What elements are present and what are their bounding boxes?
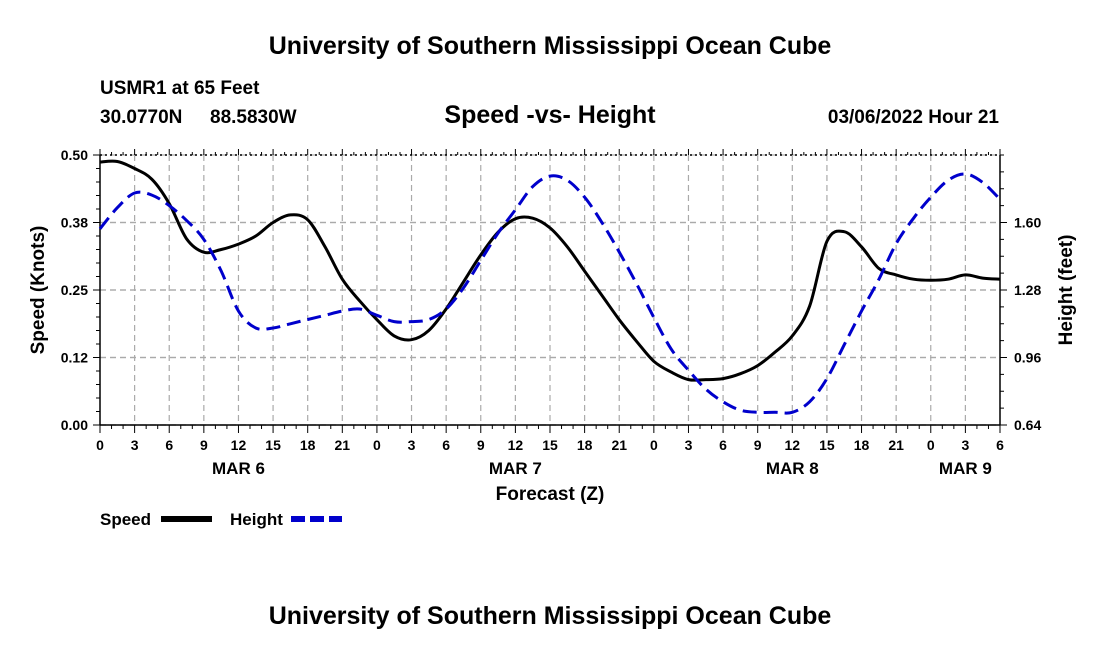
x-tick-label: 3 <box>408 437 416 453</box>
date-label: MAR 6 <box>212 459 265 478</box>
x-tick-label: 15 <box>542 437 558 453</box>
chart-subtitle: Speed -vs- Height <box>444 101 656 129</box>
x-tick-label: 9 <box>200 437 208 453</box>
date-label: MAR 9 <box>939 459 992 478</box>
x-tick-label: 0 <box>650 437 658 453</box>
forecast-datetime: 03/06/2022 Hour 21 <box>827 107 999 128</box>
x-tick-label: 6 <box>442 437 450 453</box>
y-tick-label: 0.00 <box>61 417 88 433</box>
x-tick-label: 21 <box>888 437 904 453</box>
x-tick-label: 0 <box>927 437 935 453</box>
x-tick-label: 18 <box>854 437 870 453</box>
y-tick-label: 0.38 <box>61 215 88 231</box>
x-tick-label: 3 <box>685 437 693 453</box>
x-tick-label: 9 <box>477 437 485 453</box>
latitude-label: 30.0770N <box>100 107 183 128</box>
x-tick-label: 6 <box>996 437 1004 453</box>
date-label: MAR 8 <box>766 459 819 478</box>
y2-tick-label: 1.60 <box>1014 215 1041 231</box>
x-axis-label: Forecast (Z) <box>496 484 605 505</box>
x-tick-label: 12 <box>508 437 524 453</box>
x-tick-label: 18 <box>577 437 593 453</box>
station-label: USMR1 at 65 Feet <box>100 78 260 99</box>
x-tick-label: 21 <box>335 437 351 453</box>
y-tick-label: 0.25 <box>61 282 88 298</box>
y-axis-label: Speed (Knots) <box>28 226 49 355</box>
x-tick-label: 12 <box>785 437 801 453</box>
legend-label-speed: Speed <box>100 510 151 529</box>
x-tick-label: 6 <box>165 437 173 453</box>
x-tick-label: 0 <box>373 437 381 453</box>
y2-axis-label: Height (feet) <box>1056 235 1077 346</box>
y2-tick-label: 0.64 <box>1014 417 1041 433</box>
legend-label-height: Height <box>230 510 283 529</box>
x-tick-label: 3 <box>961 437 969 453</box>
longitude-label: 88.5830W <box>210 107 297 128</box>
x-tick-label: 21 <box>611 437 627 453</box>
height-series-line <box>98 172 1002 415</box>
x-tick-label: 15 <box>265 437 281 453</box>
date-label: MAR 7 <box>489 459 542 478</box>
main-title: University of Southern Mississippi Ocean… <box>268 32 832 60</box>
y2-tick-label: 1.28 <box>1014 282 1041 298</box>
x-tick-label: 0 <box>96 437 104 453</box>
x-tick-label: 15 <box>819 437 835 453</box>
x-tick-label: 18 <box>300 437 316 453</box>
y2-tick-label: 0.96 <box>1014 350 1041 366</box>
speed-series-line <box>99 159 1001 382</box>
y-tick-label: 0.12 <box>61 350 88 366</box>
x-tick-label: 6 <box>719 437 727 453</box>
x-tick-label: 3 <box>131 437 139 453</box>
x-tick-label: 9 <box>754 437 762 453</box>
x-tick-label: 12 <box>231 437 247 453</box>
y-tick-label: 0.50 <box>61 147 88 163</box>
footer-title: University of Southern Mississippi Ocean… <box>268 602 832 630</box>
